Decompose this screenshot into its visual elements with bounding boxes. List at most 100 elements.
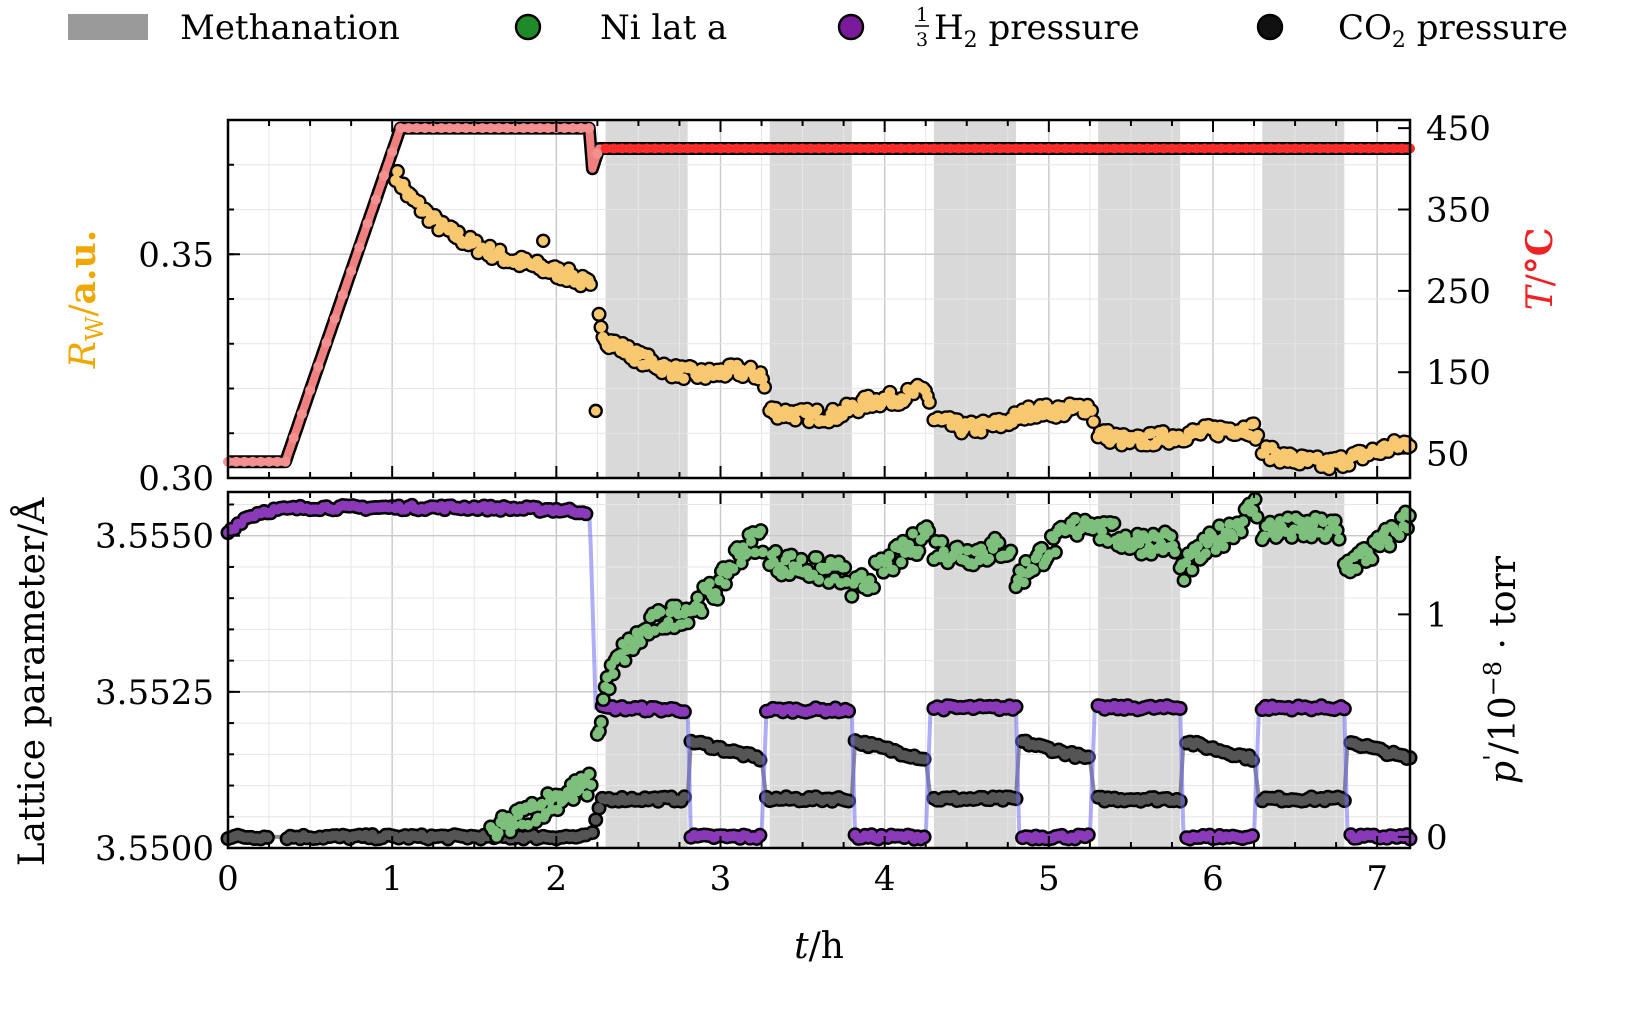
- temperature-point: [592, 148, 603, 159]
- legend-co2-marker: [1256, 13, 1284, 41]
- legend-methanation-label: Methanation: [180, 8, 400, 48]
- temperature-point: [1355, 143, 1366, 154]
- temperature-point: [1084, 143, 1095, 154]
- legend-co2-label: CO2 pressure: [1338, 8, 1568, 53]
- ni-point: [671, 601, 682, 612]
- temperature-point: [510, 123, 521, 134]
- temperature-point: [337, 289, 348, 300]
- ni-point: [619, 655, 630, 666]
- temperature-point: [1322, 143, 1333, 154]
- rw-point: [678, 373, 689, 384]
- ni-point: [746, 536, 757, 547]
- temperature-point: [649, 143, 660, 154]
- co2-point: [843, 795, 854, 806]
- temperature-point: [1249, 143, 1260, 154]
- ni-point: [1334, 534, 1345, 545]
- ni-point: [584, 768, 595, 779]
- x-tick-label: 5: [1038, 859, 1060, 899]
- lattice-axis-label: Lattice parameter/Å: [11, 497, 53, 866]
- ni-point: [1200, 548, 1211, 559]
- ni-point: [692, 592, 703, 603]
- legend-methanation-patch: [68, 14, 148, 40]
- ni-point: [728, 563, 739, 574]
- temperature-point: [543, 123, 554, 134]
- temperature-point: [879, 143, 890, 154]
- x-tick-label: 2: [546, 859, 568, 899]
- temperature-point: [272, 456, 283, 467]
- temperature-point: [296, 409, 307, 420]
- ni-point: [536, 798, 547, 809]
- temperature-point: [608, 143, 619, 154]
- rw-point: [759, 381, 770, 393]
- temperature-point: [1363, 143, 1374, 154]
- temperature-point: [1002, 143, 1013, 154]
- rw-point: [1151, 436, 1163, 448]
- top-right-tick-label: 350: [1426, 191, 1491, 231]
- temperature-point: [920, 143, 931, 154]
- temperature-point: [1166, 143, 1177, 154]
- temperature-point: [559, 123, 570, 134]
- rw-point: [1088, 416, 1099, 427]
- ni-point: [888, 565, 899, 576]
- ni-point: [604, 683, 615, 694]
- temperature-point: [633, 143, 644, 154]
- temperature-point: [313, 361, 324, 372]
- bottom-left-tick-label: 3.5550: [95, 517, 214, 557]
- h2-point: [1083, 829, 1094, 840]
- temperature-point: [1068, 143, 1079, 154]
- rw-point: [1086, 405, 1097, 416]
- temperature-point: [1240, 143, 1251, 154]
- legend-h2-frac-num: 1: [916, 4, 928, 26]
- temperature-point: [871, 143, 882, 154]
- temperature-point: [1150, 143, 1161, 154]
- temperature-point: [715, 143, 726, 154]
- ni-point: [896, 557, 907, 568]
- temperature-point: [855, 143, 866, 154]
- temperature-point: [978, 143, 989, 154]
- temperature-point: [904, 143, 915, 154]
- ni-point: [878, 567, 889, 578]
- x-tick-label: 0: [217, 859, 239, 899]
- ni-point: [1070, 514, 1081, 525]
- ni-point: [1286, 532, 1297, 543]
- temperature-point: [1372, 143, 1383, 154]
- temperature-point: [387, 146, 398, 157]
- ni-point: [1108, 518, 1119, 529]
- temperature-point: [534, 123, 545, 134]
- temperature-point: [1158, 143, 1169, 154]
- ni-point: [1181, 557, 1192, 568]
- ni-point: [839, 562, 850, 573]
- rw-point: [811, 404, 823, 416]
- temperature-point: [1232, 143, 1243, 154]
- rw-point: [595, 322, 607, 333]
- temperature-point: [887, 143, 898, 154]
- top-left-tick-label: 0.30: [138, 459, 214, 499]
- ni-point: [1169, 547, 1180, 558]
- ni-point: [1250, 494, 1261, 505]
- rw-point: [1248, 418, 1259, 430]
- temperature-point: [1298, 143, 1309, 154]
- temperature-point: [863, 143, 874, 154]
- temperature-point: [1134, 143, 1145, 154]
- ni-point: [1218, 541, 1229, 552]
- ni-point: [1050, 547, 1061, 558]
- rw-point: [453, 226, 464, 238]
- temperature-point: [1199, 143, 1210, 154]
- temperature-point: [707, 143, 718, 154]
- ni-point: [682, 617, 693, 628]
- temperature-point: [1191, 143, 1202, 154]
- co2-point: [590, 814, 601, 825]
- top-panel: 0.30 0.35 50 150 250 350 450: [138, 109, 1491, 499]
- h2-point: [919, 831, 930, 842]
- ni-point: [757, 547, 768, 558]
- temperature-point: [805, 143, 816, 154]
- temperature-point: [937, 143, 948, 154]
- temperature-point: [1011, 143, 1021, 154]
- bottom-panel: 0 1 2 3 4 5 6 7 3.5500 3.5525 3.5550 0 1: [95, 490, 1448, 899]
- temperature-point: [575, 123, 586, 134]
- rw-axis-label: RW/a.u.: [62, 230, 109, 370]
- ni-point: [770, 546, 781, 557]
- temperature-point: [231, 456, 242, 467]
- ni-point: [736, 557, 747, 568]
- temperature-point: [1109, 143, 1120, 154]
